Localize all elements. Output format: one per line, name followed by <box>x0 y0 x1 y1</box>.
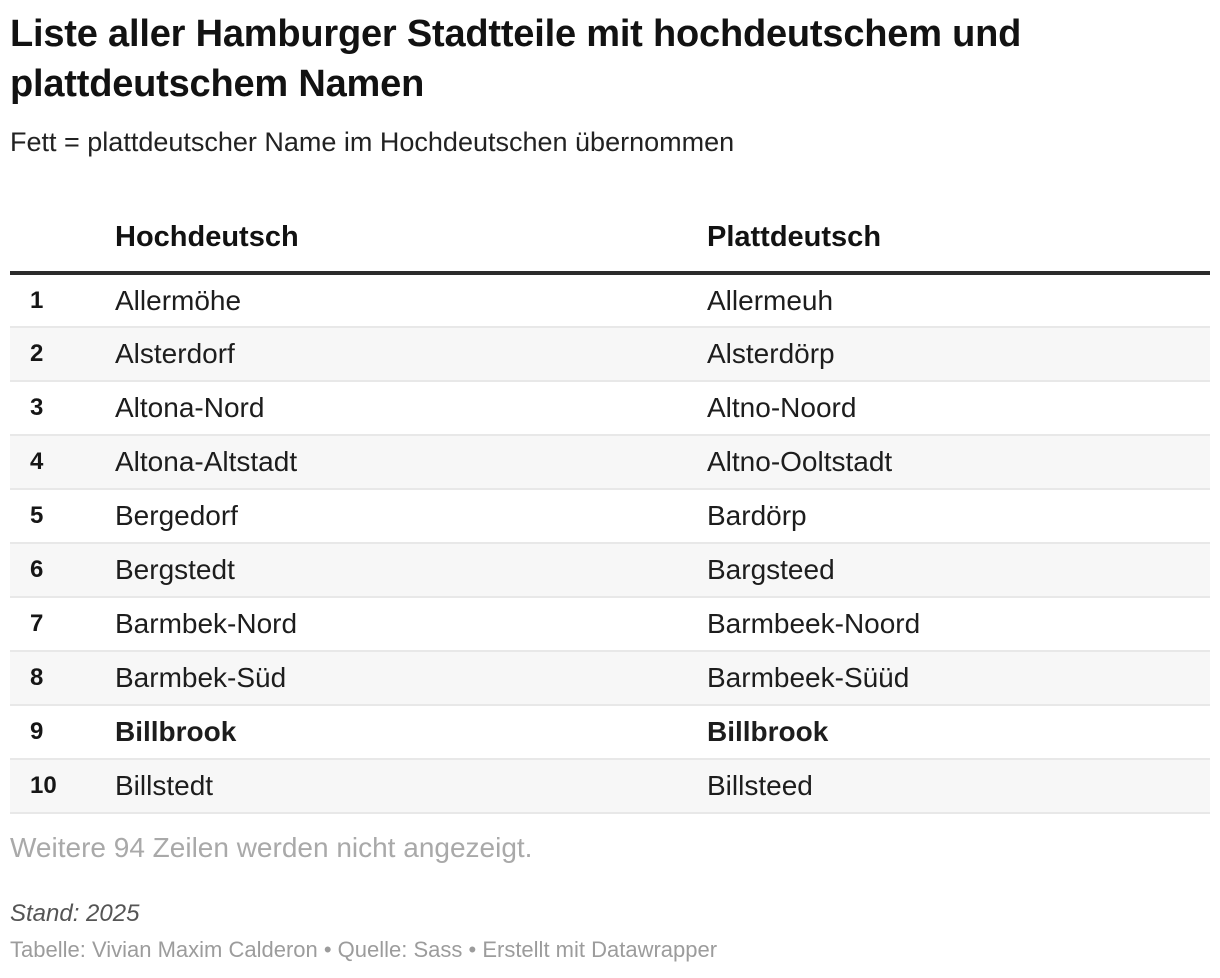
table-row: 10 Billstedt Billsteed <box>10 759 1210 813</box>
cell-plattdeutsch: Billsteed <box>707 770 813 801</box>
cell-plattdeutsch: Alsterdörp <box>707 338 835 369</box>
cell-plattdeutsch: Barmbeek-Noord <box>707 608 921 639</box>
row-number: 2 <box>30 340 44 367</box>
page-title: Liste aller Hamburger Stadtteile mit hoc… <box>10 13 1022 105</box>
cell-hochdeutsch: Altona-Nord <box>115 392 265 423</box>
truncation-note: Weitere 94 Zeilen werden nicht angezeigt… <box>10 832 533 863</box>
table-body: 1 Allermöhe Allermeuh 2 Alsterdorf Alsterdörp… <box>10 273 1210 813</box>
cell-hochdeutsch: Alsterdorf <box>115 338 235 369</box>
cell-plattdeutsch: Altno-Ooltstadt <box>707 446 893 477</box>
cell-hochdeutsch: Billbrook <box>115 716 237 747</box>
table-row: 5 Bergedorf Bardörp <box>10 489 1210 543</box>
row-number: 5 <box>30 502 44 529</box>
row-number: 9 <box>30 718 44 745</box>
cell-hochdeutsch: Altona-Altstadt <box>115 446 298 477</box>
table-row: 3 Altona-Nord Altno-Noord <box>10 381 1210 435</box>
page-subtitle: Fett = plattdeutscher Name im Hochdeutsc… <box>10 127 735 157</box>
column-header-hochdeutsch: Hochdeutsch <box>115 218 707 275</box>
cell-hochdeutsch: Bergedorf <box>115 500 238 531</box>
row-number: 8 <box>30 664 44 691</box>
cell-plattdeutsch: Bargsteed <box>707 554 835 585</box>
table-header-row: Hochdeutsch Plattdeutsch <box>10 218 1210 275</box>
stadtteile-table: Hochdeutsch Plattdeutsch 1 Allermöhe Aller… <box>10 218 1210 814</box>
cell-hochdeutsch: Bergstedt <box>115 554 235 585</box>
table-row: 6 Bergstedt Bargsteed <box>10 543 1210 597</box>
column-header-index <box>10 218 115 275</box>
row-number: 4 <box>30 448 44 475</box>
cell-hochdeutsch: Barmbek-Süd <box>115 662 287 693</box>
stand-note: Stand: 2025 <box>10 900 140 927</box>
column-header-plattdeutsch: Plattdeutsch <box>707 218 1210 275</box>
cell-plattdeutsch: Billbrook <box>707 716 829 747</box>
cell-hochdeutsch: Allermöhe <box>115 284 242 316</box>
row-number: 10 <box>30 772 57 799</box>
cell-hochdeutsch: Barmbek-Nord <box>115 608 298 639</box>
row-number: 1 <box>30 286 44 314</box>
cell-plattdeutsch: Barmbeek-Süüd <box>707 662 910 693</box>
credits-line: Tabelle: Vivian Maxim Calderon • Quelle:… <box>10 937 718 962</box>
table-row: 9 Billbrook Billbrook <box>10 705 1210 759</box>
table-row: 7 Barmbek-Nord Barmbeek-Noord <box>10 597 1210 651</box>
cell-hochdeutsch: Billstedt <box>115 770 214 801</box>
table-row: 1 Allermöhe Allermeuh <box>10 273 1210 327</box>
row-number: 6 <box>30 556 44 583</box>
cell-plattdeutsch: Allermeuh <box>707 284 834 316</box>
table-row: 2 Alsterdorf Alsterdörp <box>10 327 1210 381</box>
table-row: 8 Barmbek-Süd Barmbeek-Süüd <box>10 651 1210 705</box>
row-number: 7 <box>30 610 44 637</box>
table-row: 4 Altona-Altstadt Altno-Ooltstadt <box>10 435 1210 489</box>
cell-plattdeutsch: Altno-Noord <box>707 392 857 423</box>
row-number: 3 <box>30 394 44 421</box>
cell-plattdeutsch: Bardörp <box>707 500 807 531</box>
